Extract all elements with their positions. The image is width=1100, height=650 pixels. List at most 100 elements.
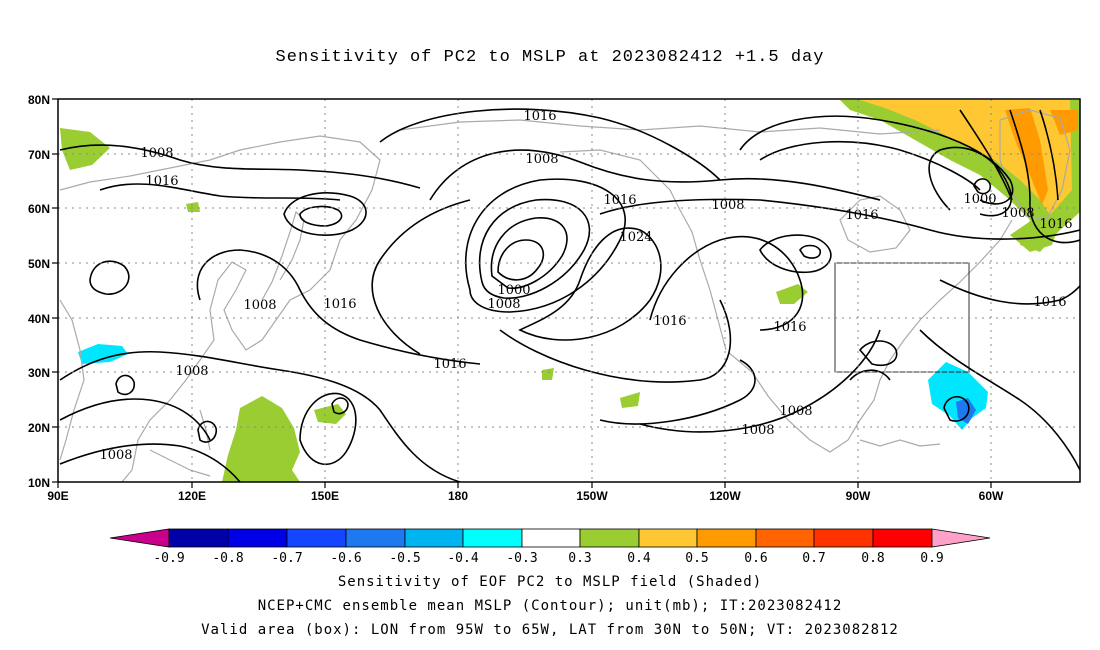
lon-label: 150E [311,489,339,503]
shade-ne-asia-green [60,128,110,170]
lon-label: 150W [576,489,608,503]
contour-label: 1008 [99,448,132,463]
contour-labels: 1016 1008 1016 1008 1016 1024 1008 1000 … [99,109,1072,463]
contour-w-loop [283,192,367,236]
contour-atl-low [943,396,970,422]
contour-label: 1016 [433,357,466,372]
latitude-labels: 80N 70N 60N 50N 40N 30N 20N 10N [28,93,50,490]
contour-1016-east [599,198,1080,240]
colorbar-segment [872,528,933,548]
contour-1016-sw [599,359,756,425]
contour-us-4 [849,369,891,381]
colorbar-label: 0.7 [802,551,825,566]
shade-atlantic-blue [956,398,976,424]
colorbar-segment [813,528,874,548]
contour-1008-sw [639,329,881,433]
mslp-contours [59,108,1080,482]
map-frame [57,98,1081,483]
shade-us-green [776,284,808,304]
lat-label: 70N [28,148,50,162]
contour-greenland-2 [1039,109,1059,201]
colorbar-label: -0.8 [212,551,243,566]
lat-label: 30N [28,366,50,380]
coastlines [59,109,1071,482]
longitude-labels: 90E 120E 150E 180 150W 120W 90W 60W [47,489,1004,503]
caption-line-2: NCEP+CMC ensemble mean MSLP (Contour); u… [257,598,843,614]
shade-arctic-orange [1005,108,1048,205]
contour-label: 1008 [487,297,520,312]
shade-small-green [186,202,200,212]
contour-label: 1008 [779,404,812,419]
contour-greenland-3 [959,109,1013,201]
contour-label: 1008 [1001,206,1034,221]
caption-line-1: Sensitivity of EOF PC2 to MSLP field (Sh… [337,574,763,590]
colorbar-segment [345,528,406,548]
colorbar-left-tip [109,528,170,548]
colorbar-segment [638,528,698,548]
contour-small-2 [115,374,136,396]
colorbar-segment [696,528,757,548]
sensitivity-shading [60,100,1080,482]
lat-label: 10N [28,476,50,490]
contour-tc-inner [331,397,349,415]
contour-1016-pac [371,199,471,355]
contour-low-3 [497,239,545,281]
shade-west-pacific-green [222,396,300,482]
colorbar-segment [579,528,640,548]
contour-low-2 [490,217,568,289]
shade-pacific-green-4 [620,392,640,408]
contour-us-3 [858,340,898,366]
contour-low-1 [478,198,591,299]
colorbar-label: 0.8 [861,551,884,566]
coast-philippines [199,409,211,451]
coast-greenland [999,109,1071,221]
colorbar-label: 0.5 [685,551,708,566]
colorbar-label: 0.6 [744,551,767,566]
contour-w-1008 [59,144,421,189]
contour-label: 1008 [175,364,208,379]
colorbar-label: -0.4 [447,551,478,566]
contour-1016-center [499,299,732,383]
contour-label: 1016 [603,193,636,208]
colorbar-segment [521,528,581,548]
coast-alaska [559,149,727,351]
colorbar-right-tip [931,528,991,548]
shade-pacific-green-2 [314,404,346,424]
contour-ne-loop2 [759,140,981,191]
contour-label: 1008 [525,152,558,167]
colorbar [109,528,991,548]
colorbar-segment [227,528,288,548]
contour-asia-low [89,260,130,295]
lat-label: 60N [28,202,50,216]
contour-tc-outer [299,392,357,466]
contour-label: 1000 [497,283,530,298]
colorbar-label: -0.6 [330,551,361,566]
contour-greenland-1 [1009,109,1080,244]
coast-asia [59,135,381,482]
contour-label: 1016 [1039,217,1072,232]
contour-label: 1008 [711,198,744,213]
coast-caribbean [859,439,941,447]
contour-label: 1016 [523,109,556,124]
contour-label: 1008 [140,146,173,161]
contour-asia-s [59,350,461,482]
contour-label: 1016 [1033,295,1066,310]
colorbar-segment [462,528,523,548]
shade-asia-cyan [78,344,128,364]
contour-1016-north [379,108,721,181]
contour-w-1016 [99,183,341,201]
colorbar-label: 0.4 [627,551,651,566]
contour-label: 1024 [619,230,652,245]
coast-arctic [399,119,941,135]
shade-greenland-green [1010,218,1060,252]
colorbar-segment [286,528,347,548]
colorbar-label: 0.3 [568,551,591,566]
colorbar-label: 0.9 [920,551,943,566]
caption-line-3: Valid area (box): LON from 95W to 65W, L… [201,622,899,638]
tick-marks [52,98,992,488]
contour-label: 1008 [243,298,276,313]
lat-label: 20N [28,421,50,435]
contour-tropic [59,398,211,441]
colorbar-label: -0.3 [506,551,537,566]
